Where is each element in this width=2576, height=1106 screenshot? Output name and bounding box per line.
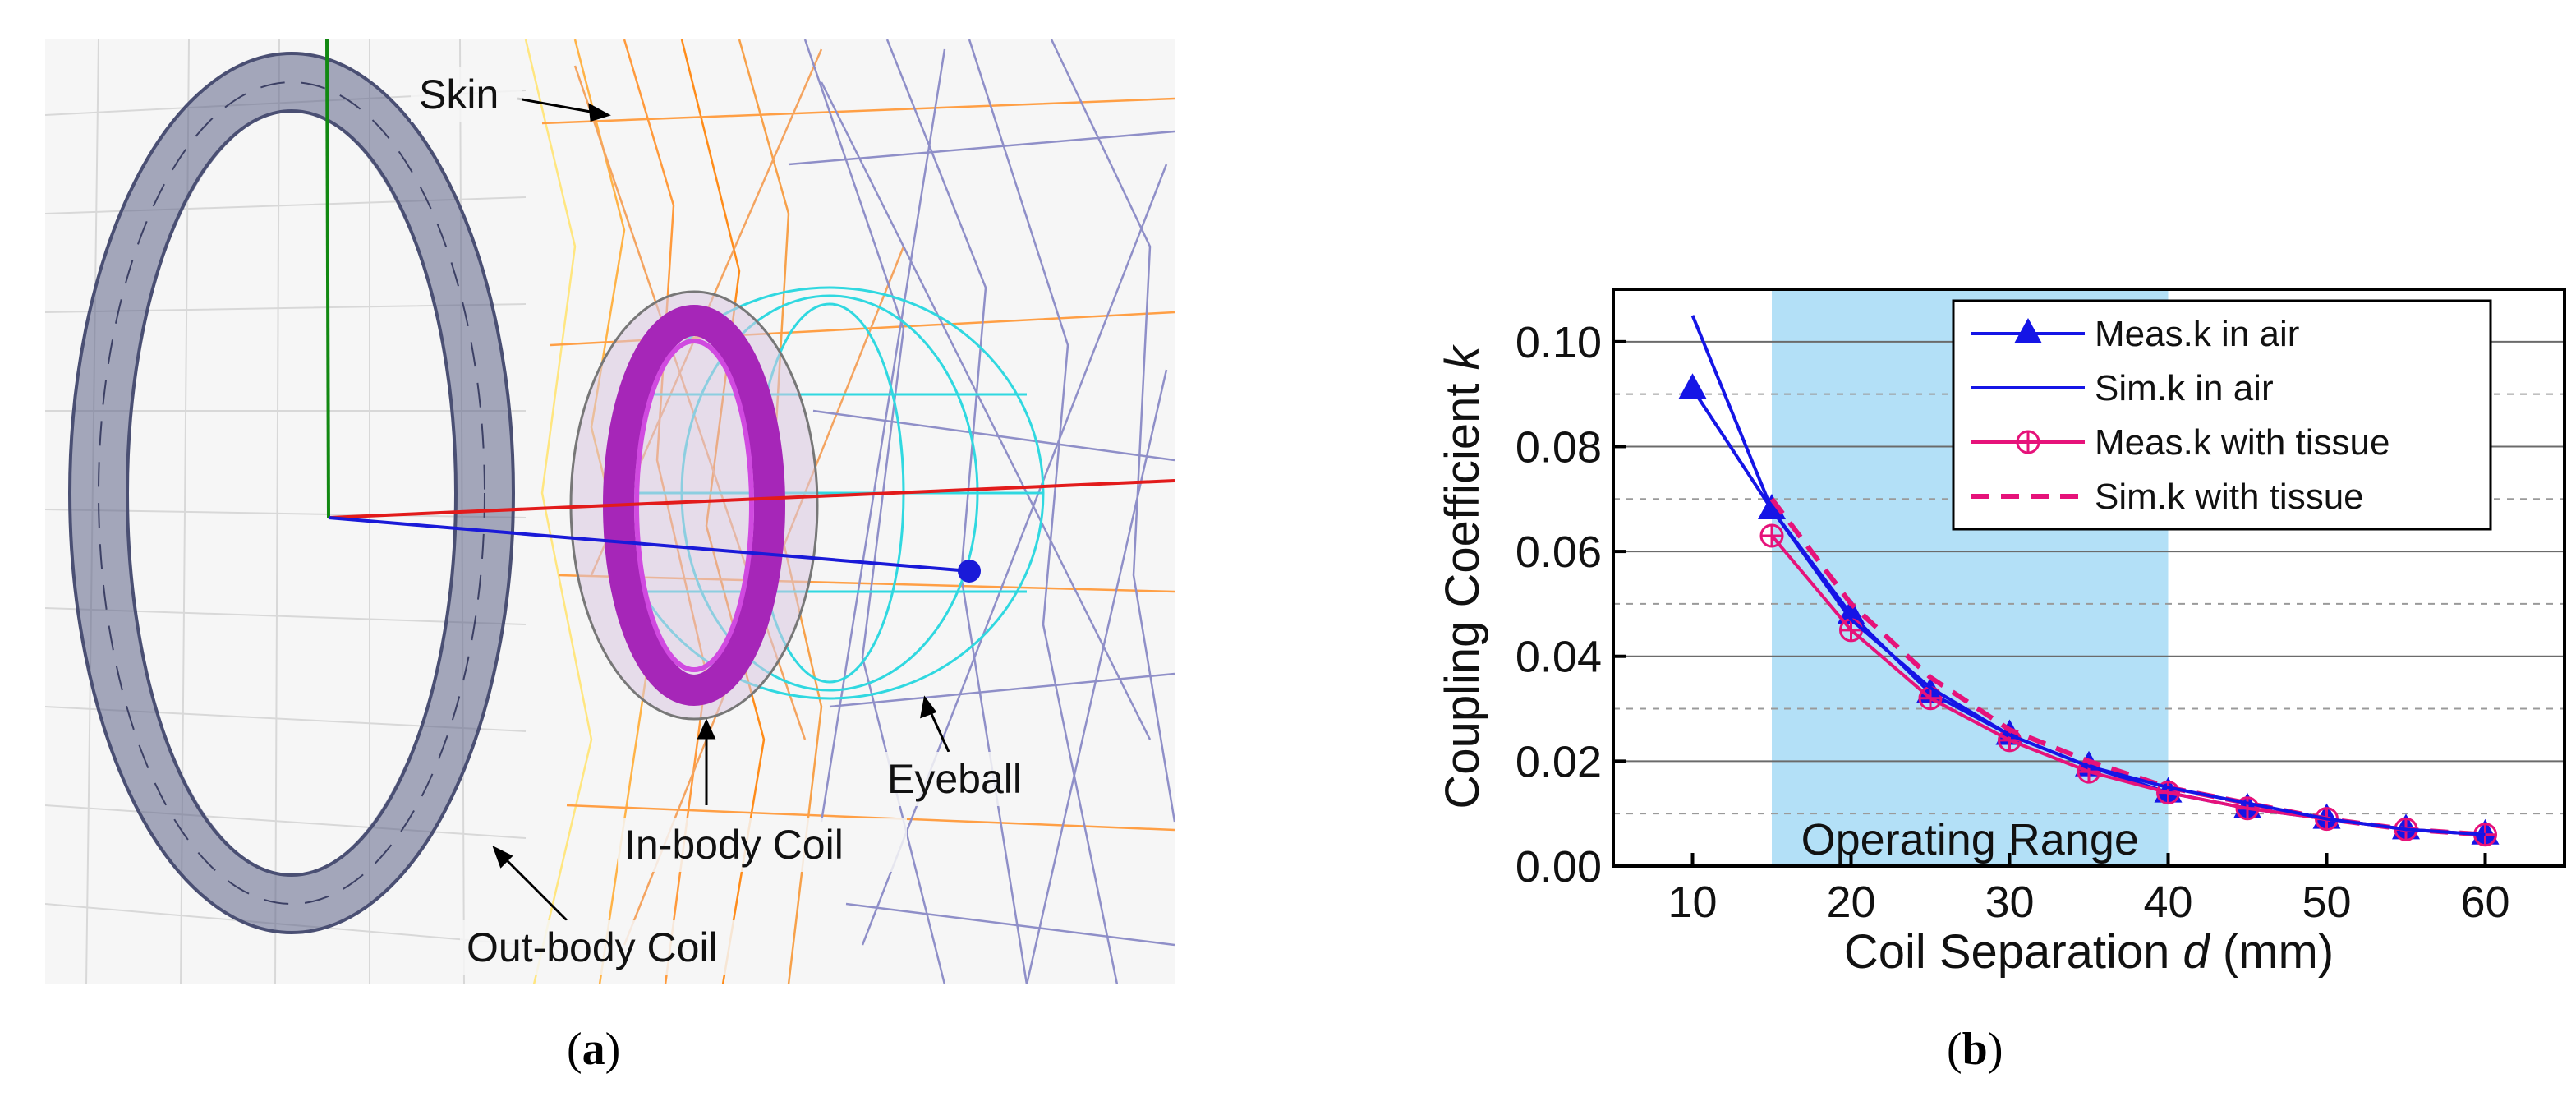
legend-entry-label: Sim.k with tissue [2095,477,2364,517]
data-point-cross [2157,781,2179,804]
y-tick-label: 0.00 [1516,842,1602,892]
y-tick-label: 0.02 [1516,737,1602,786]
data-point-triangle [1837,598,1865,624]
data-point-cross [2237,797,2258,819]
coupling-chart: 10 20 30 40 50 60 0.00 0.02 0.04 0.06 0.08 0.10 Mea… [1436,288,2566,979]
panel-a-label: (a) [567,1024,621,1075]
series-line [1769,497,2486,837]
x-tick-label: 30 [1985,878,2034,927]
y-tick-label: 0.04 [1516,633,1602,682]
legend: Meas.k in air Sim.k in air Meas.k with tis… [1952,299,2492,531]
coordinate-axes [325,39,1175,583]
data-point-cross [1920,687,1941,709]
legend-entry-label: Meas.k in air [2095,314,2299,354]
y-axis-label: Coupling Coefficient k [1436,343,1489,809]
out-body-coil [68,52,515,934]
x-tick-label: 50 [2302,878,2351,927]
annotation-labels: Skin Eyeball In-body Coil Out-body Coil [411,67,1055,975]
y-tick-label: 0.10 [1516,318,1602,367]
panel-b: 10 20 30 40 50 60 0.00 0.02 0.04 0.06 0.08 0.10 Mea… [1355,0,2576,1102]
operating-range-label: Operating Range [1801,815,2139,864]
label-skin: Skin [419,71,499,118]
label-in-body-coil: In-body Coil [624,822,844,868]
x-tick-label: 20 [1826,878,1875,927]
y-tick-label: 0.08 [1516,422,1602,472]
data-point-cross [2017,431,2039,453]
data-point-cross [2078,761,2100,783]
legend-entry-label: Meas.k with tissue [2095,422,2390,463]
data-point-cross [1840,619,1862,641]
annotation-arrows [492,97,950,922]
simulation-illustration: Skin Eyeball In-body Coil Out-body Coil [45,39,1175,984]
data-point-triangle [2014,318,2042,343]
data-point-cross [1761,524,1782,546]
x-tick-label: 10 [1668,878,1717,927]
plot-frame [1612,288,2566,868]
series-line [1690,315,2486,836]
y-tick-label: 0.06 [1516,528,1602,577]
panel-b-label: (b) [1947,1024,2003,1075]
data-point-triangle [1678,373,1707,399]
label-out-body-coil: Out-body Coil [467,924,718,970]
legend-entry-label: Sim.k in air [2095,368,2274,408]
x-axis-label: Coil Separation d (mm) [1844,925,2334,979]
panel-a: Skin Eyeball In-body Coil Out-body Coil … [0,0,1183,1102]
x-tick-label: 60 [2460,878,2509,927]
legend-box [1952,299,2492,531]
x-tick-label: 40 [2143,878,2192,927]
label-eyeball: Eyeball [887,756,1022,802]
